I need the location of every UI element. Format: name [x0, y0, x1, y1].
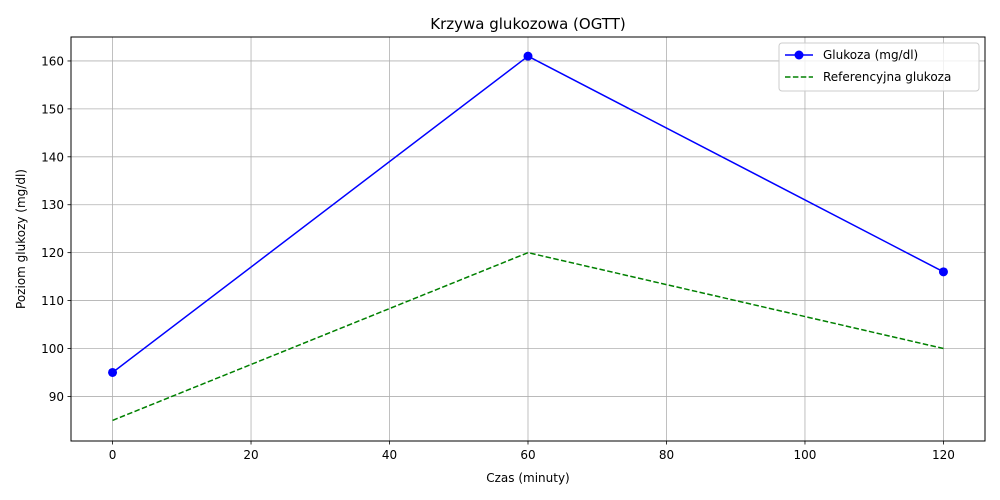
legend: Glukoza (mg/dl) Referencyjna glukoza — [778, 42, 980, 92]
data-point — [938, 267, 948, 277]
data-point — [523, 51, 533, 61]
chart-title: Krzywa glukozowa (OGTT) — [430, 15, 625, 33]
x-tick-label: 0 — [109, 448, 117, 462]
legend-marker-glukoza — [794, 50, 804, 60]
y-tick-label: 130 — [41, 198, 64, 212]
x-tick-label: 80 — [659, 448, 674, 462]
y-tick-label: 120 — [41, 246, 64, 260]
x-axis-label: Czas (minuty) — [486, 471, 570, 485]
series-layer — [108, 51, 948, 422]
y-axis-label: Poziom glukozy (mg/dl) — [14, 169, 28, 309]
legend-label-referencyjna: Referencyjna glukoza — [823, 70, 951, 84]
legend-label-glukoza: Glukoza (mg/dl) — [823, 48, 918, 62]
x-tick-label: 100 — [794, 448, 817, 462]
legend-frame — [778, 42, 980, 92]
y-tick-label: 90 — [49, 390, 64, 404]
series-line-1 — [112, 251, 944, 422]
x-tick-label: 40 — [382, 448, 397, 462]
axes: 0 20 40 60 80 100 120 90 100 110 120 130 140 150 160 — [41, 54, 955, 462]
y-tick-label: 110 — [41, 294, 64, 308]
x-tick-label: 60 — [520, 448, 535, 462]
y-tick-label: 150 — [41, 102, 64, 116]
x-tick-label: 120 — [932, 448, 955, 462]
x-tick-label: 20 — [243, 448, 258, 462]
data-point — [108, 367, 118, 377]
grid — [71, 37, 985, 441]
y-tick-label: 140 — [41, 150, 64, 164]
y-tick-label: 160 — [41, 54, 64, 68]
y-tick-label: 100 — [41, 342, 64, 356]
